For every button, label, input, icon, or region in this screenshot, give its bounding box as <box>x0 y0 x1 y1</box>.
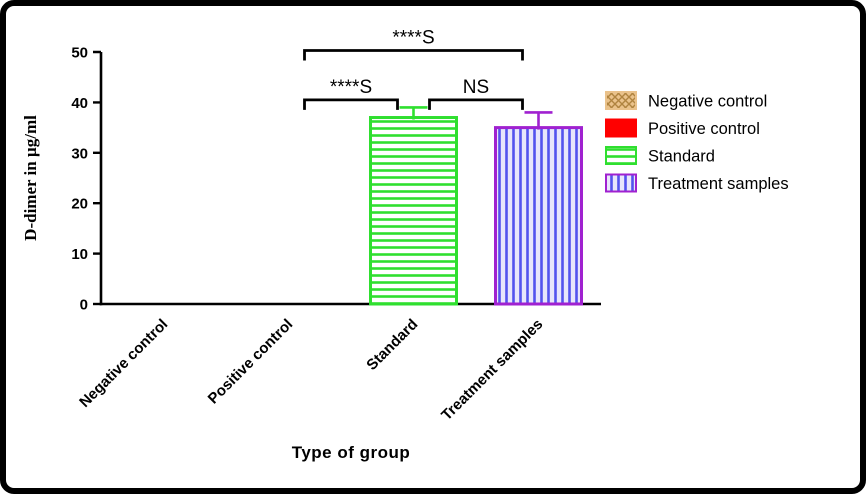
x-tick-label-positive-control: Positive control <box>205 316 297 408</box>
y-tick-label: 10 <box>71 246 88 263</box>
sig-bracket-2 <box>303 49 524 61</box>
legend-label-treatment-samples: Treatment samples <box>648 175 789 193</box>
x-tick-label-treatment-samples: Treatment samples <box>438 316 546 424</box>
legend-swatch-positive-control <box>605 118 637 138</box>
sig-label-0: ****S <box>330 77 372 98</box>
legend-swatch-treatment-samples <box>605 173 637 193</box>
y-tick-label: 30 <box>71 145 88 162</box>
legend-swatch-standard <box>605 146 637 165</box>
legend-label-positive-control: Positive control <box>648 120 760 138</box>
y-tick-label: 40 <box>71 95 88 112</box>
y-tick-label: 20 <box>71 196 88 213</box>
legend-label-standard: Standard <box>648 148 715 166</box>
sig-bracket-0 <box>303 98 399 110</box>
x-axis-title: Type of group <box>292 443 411 462</box>
sig-label-1: NS <box>463 77 489 98</box>
y-axis-title: D-dimer in µg/ml <box>21 115 40 241</box>
sig-bracket-1 <box>428 98 524 110</box>
legend-label-negative-control: Negative control <box>648 93 767 111</box>
x-tick-label-negative-control: Negative control <box>76 316 171 411</box>
x-tick-label-standard: Standard <box>363 316 421 374</box>
chart-svg: 0 10 20 30 40 50 Negative control Positive cont… <box>21 27 789 462</box>
bar-treatment-samples <box>494 126 583 306</box>
sig-label-2: ****S <box>392 27 434 48</box>
legend-swatch-negative-control <box>605 91 637 110</box>
y-tick-label: 50 <box>71 45 88 62</box>
y-tick-label: 0 <box>80 297 88 314</box>
bar-standard <box>369 116 458 306</box>
